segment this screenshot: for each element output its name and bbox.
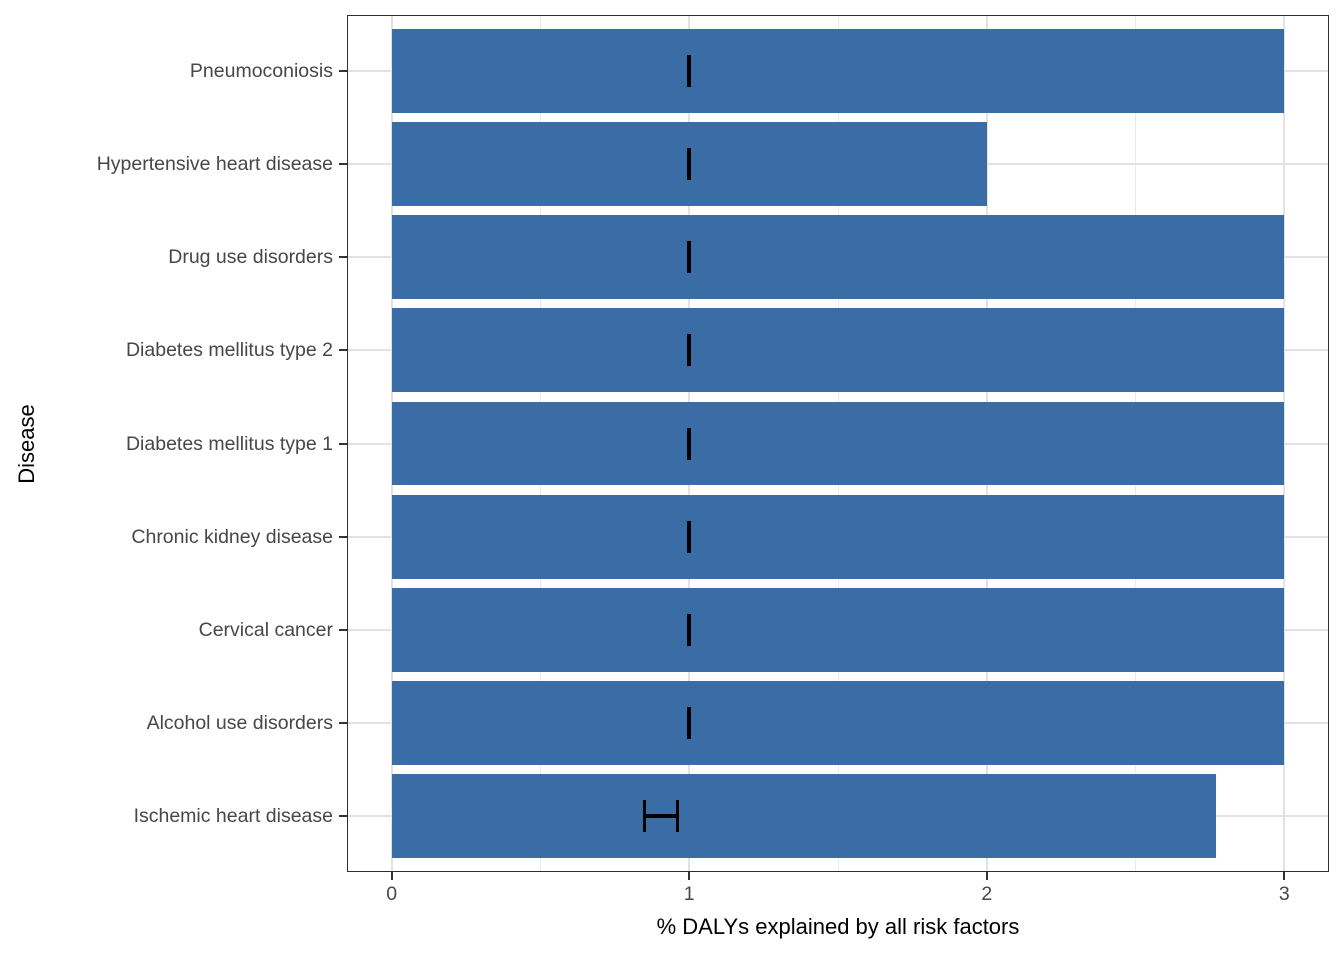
y-tick-mark [339, 815, 347, 818]
y-tick-label: Chronic kidney disease [131, 525, 333, 548]
y-tick-mark [339, 69, 347, 72]
bar [391, 587, 1285, 672]
y-tick-mark [339, 721, 347, 724]
error-bar-connector [644, 814, 678, 818]
error-bar-cap-low [687, 148, 691, 181]
bar [391, 774, 1216, 859]
y-axis-title: Disease [14, 403, 39, 484]
y-tick-label: Pneumoconiosis [189, 59, 333, 82]
error-bar-cap-low [687, 54, 691, 87]
bar [391, 494, 1285, 579]
y-tick-mark [339, 349, 347, 352]
error-bar-cap-low [687, 520, 691, 553]
y-tick-label: Diabetes mellitus type 1 [125, 432, 333, 455]
y-tick-label: Drug use disorders [168, 246, 333, 269]
error-bar-cap-low [687, 427, 691, 460]
y-tick-mark [339, 535, 347, 538]
x-tick-mark [688, 872, 691, 880]
y-tick-label: Hypertensive heart disease [96, 153, 333, 176]
error-bar-cap-low [687, 706, 691, 739]
y-tick-mark [339, 628, 347, 631]
x-tick-label: 3 [1278, 883, 1290, 905]
error-bar-cap-high [675, 800, 680, 833]
error-bar-cap-low [687, 613, 691, 646]
x-tick-label: 0 [386, 883, 398, 905]
y-tick-label: Alcohol use disorders [146, 711, 333, 734]
y-tick-mark [339, 256, 347, 259]
bar [391, 308, 1285, 393]
x-tick-label: 2 [981, 883, 993, 905]
x-tick-mark [1283, 872, 1286, 880]
y-tick-label: Diabetes mellitus type 2 [125, 339, 333, 362]
x-axis-title: % DALYs explained by all risk factors [656, 914, 1020, 939]
x-tick-mark [985, 872, 988, 880]
x-tick-label: 1 [683, 883, 695, 905]
x-tick-mark [390, 872, 393, 880]
error-bar-cap-low [687, 241, 691, 274]
y-tick-label: Ischemic heart disease [133, 805, 333, 828]
bar [391, 401, 1285, 486]
error-bar-cap-low [687, 334, 691, 367]
y-tick-mark [339, 163, 347, 166]
y-tick-mark [339, 442, 347, 445]
bar [391, 215, 1285, 300]
bar [391, 28, 1285, 113]
y-tick-label: Cervical cancer [198, 618, 333, 641]
bar [391, 681, 1285, 765]
